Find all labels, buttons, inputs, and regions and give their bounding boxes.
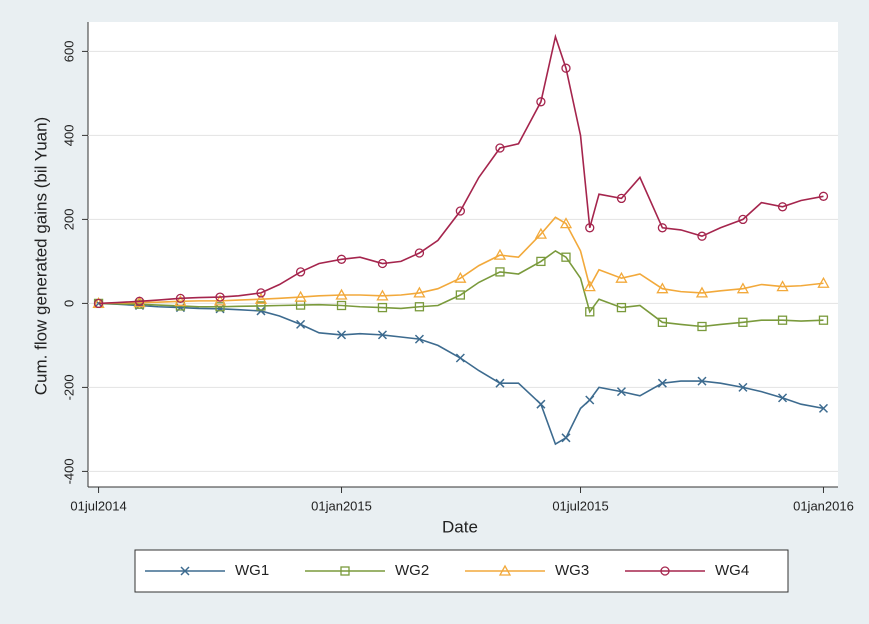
marker: [583, 280, 596, 292]
x-tick-label: 01jul2015: [552, 498, 608, 513]
x-tick-label: 01jan2016: [793, 498, 854, 513]
marker: [818, 315, 829, 325]
marker: [294, 290, 307, 302]
marker: [656, 282, 669, 294]
marker: [498, 564, 512, 576]
marker: [776, 280, 789, 292]
marker: [377, 258, 388, 269]
marker: [455, 206, 466, 216]
y-tick-label: 200: [61, 209, 76, 231]
marker: [413, 286, 426, 298]
marker: [336, 254, 347, 264]
y-tick-label: 400: [61, 125, 76, 147]
legend-label: WG3: [555, 562, 589, 579]
marker: [777, 202, 788, 212]
marker: [616, 302, 627, 313]
y-tick-label: 0: [61, 300, 76, 307]
marker: [455, 353, 465, 363]
marker: [615, 271, 628, 283]
legend-label: WG4: [715, 562, 749, 579]
marker: [585, 307, 595, 317]
marker: [738, 214, 748, 225]
marker: [256, 288, 266, 298]
marker: [215, 302, 225, 312]
y-tick-label: -200: [61, 374, 76, 400]
marker: [536, 256, 546, 267]
marker: [495, 267, 505, 277]
marker: [738, 382, 748, 392]
series-line: [98, 249, 824, 328]
marker: [585, 223, 595, 233]
y-axis-title: Cum. flow generated gains (bil Yuan): [31, 117, 50, 395]
marker: [256, 301, 266, 311]
marker: [616, 193, 627, 204]
marker: [493, 248, 507, 260]
legend-label: WG2: [395, 562, 429, 579]
plot-area: [88, 22, 838, 487]
marker: [657, 223, 668, 233]
marker: [180, 566, 190, 576]
marker: [134, 296, 145, 306]
marker: [536, 399, 546, 409]
marker: [335, 288, 348, 300]
series-line: [98, 33, 824, 305]
marker: [585, 395, 595, 405]
marker: [377, 330, 387, 340]
series-line: [98, 302, 824, 446]
marker: [695, 286, 709, 298]
y-tick-label: -400: [61, 458, 76, 484]
marker: [414, 302, 425, 312]
y-tick-label: 600: [61, 41, 76, 63]
marker: [336, 330, 347, 340]
marker: [455, 290, 466, 300]
marker: [561, 433, 571, 443]
marker: [254, 292, 268, 304]
marker: [817, 276, 830, 288]
marker: [340, 566, 350, 576]
marker: [215, 292, 225, 302]
series-line: [98, 216, 824, 305]
marker: [778, 393, 788, 403]
marker: [534, 227, 548, 239]
x-axis-title: Date: [442, 517, 478, 536]
marker: [377, 302, 388, 313]
marker: [414, 248, 425, 258]
marker: [296, 319, 306, 329]
marker: [697, 321, 707, 332]
marker: [697, 231, 707, 241]
marker: [174, 294, 187, 306]
x-tick-label: 01jul2014: [70, 498, 126, 513]
marker: [660, 566, 670, 576]
legend-label: WG1: [235, 562, 269, 579]
marker: [818, 403, 829, 413]
marker: [454, 271, 467, 283]
marker: [616, 387, 626, 397]
marker: [738, 317, 748, 327]
marker: [536, 97, 546, 107]
marker: [336, 300, 347, 311]
marker: [818, 191, 829, 201]
marker: [93, 298, 104, 309]
x-tick-label: 01jan2015: [311, 498, 372, 513]
marker: [777, 315, 788, 325]
marker: [697, 376, 707, 386]
marker: [736, 282, 750, 294]
marker: [414, 334, 424, 344]
marker: [256, 306, 266, 316]
marker: [175, 293, 186, 304]
marker: [559, 217, 573, 229]
marker: [376, 289, 389, 301]
marker: [495, 143, 505, 153]
marker: [495, 378, 505, 388]
marker: [561, 63, 571, 73]
marker: [561, 252, 571, 262]
marker: [657, 317, 668, 327]
marker: [295, 267, 306, 277]
marker: [657, 378, 667, 388]
